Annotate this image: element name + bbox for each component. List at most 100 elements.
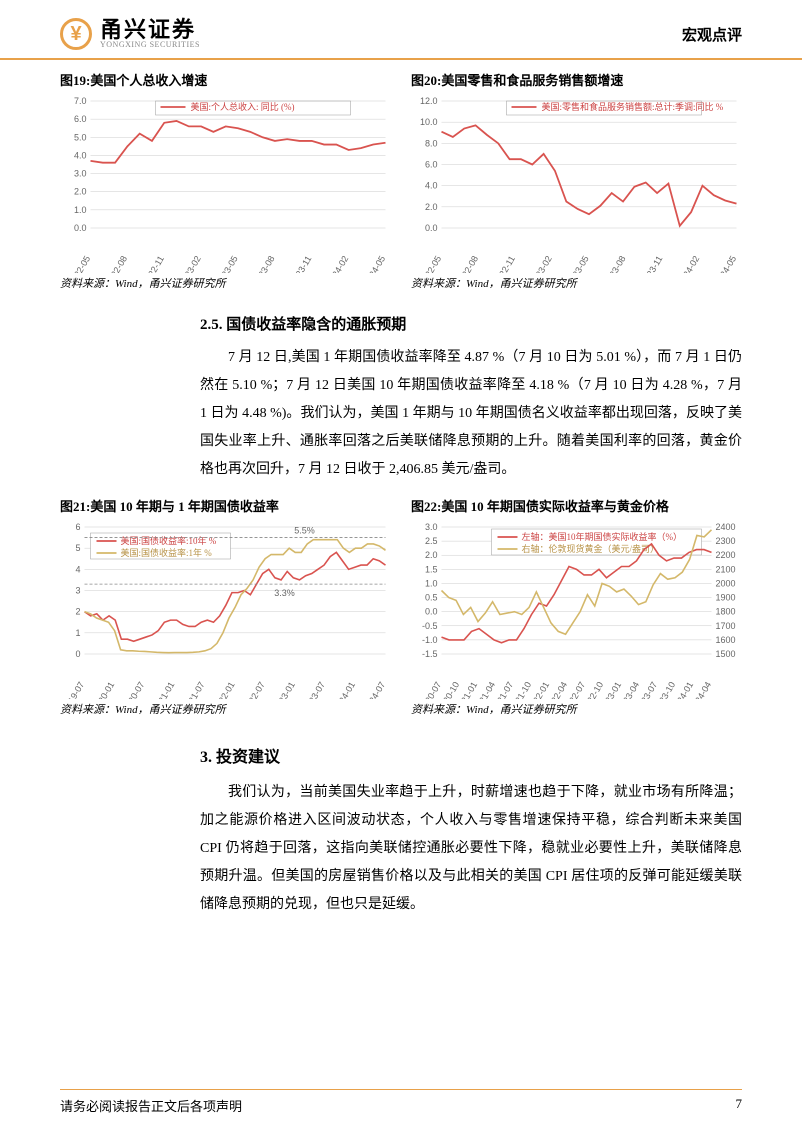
svg-text:1700: 1700 [716,621,736,631]
chart-row-2: 图21:美国 10 年期与 1 年期国债收益率 01234562019-0720… [60,496,742,727]
chart21: 01234562019-072020-012020-072021-012021-… [60,519,391,699]
svg-text:2023-07: 2023-07 [302,680,327,699]
svg-text:2022-11: 2022-11 [492,254,517,273]
chart22-title: 图22:美国 10 年期国债实际收益率与黄金价格 [411,496,742,515]
svg-text:2023-05: 2023-05 [215,254,240,273]
svg-text:-1.0: -1.0 [422,635,438,645]
page-header: ¥ 甬兴证券 YONGXING SECURITIES 宏观点评 [0,0,802,60]
svg-text:2022-07: 2022-07 [242,680,267,699]
svg-text:2024-01: 2024-01 [332,680,357,699]
svg-text:美国:个人总收入: 同比 (%): 美国:个人总收入: 同比 (%) [191,101,295,112]
chart20: 0.02.04.06.08.010.012.02022-052022-08202… [411,93,742,273]
svg-text:2023-11: 2023-11 [640,254,665,273]
svg-text:2.5: 2.5 [425,536,438,546]
svg-text:2023-08: 2023-08 [602,254,627,273]
svg-text:2020-07: 2020-07 [121,680,146,699]
svg-text:6.0: 6.0 [74,114,87,124]
svg-text:2024-07: 2024-07 [362,680,387,699]
svg-text:3.3%: 3.3% [274,588,295,598]
svg-text:2021-01: 2021-01 [151,680,176,699]
svg-text:2024-02: 2024-02 [325,254,350,273]
chart20-title: 图20:美国零售和食品服务销售额增速 [411,70,742,89]
chart21-source: 资料来源：Wind，甬兴证券研究所 [60,701,391,717]
svg-text:2020-01: 2020-01 [91,680,116,699]
chart21-title: 图21:美国 10 年期与 1 年期国债收益率 [60,496,391,515]
page-number: 7 [736,1096,743,1115]
chart19: 0.01.02.03.04.05.06.07.02022-052022-0820… [60,93,391,273]
svg-text:5: 5 [75,543,80,553]
svg-text:2400: 2400 [716,522,736,532]
svg-text:2023-02: 2023-02 [529,254,554,273]
svg-text:美国:国债收益率:10年 %: 美国:国债收益率:10年 % [121,535,217,546]
svg-text:2023-08: 2023-08 [251,254,276,273]
svg-text:2024-05: 2024-05 [713,254,738,273]
svg-text:2.0: 2.0 [425,550,438,560]
svg-text:1.0: 1.0 [425,578,438,588]
svg-text:0: 0 [75,649,80,659]
logo-cn: 甬兴证券 [100,19,200,41]
svg-text:6.0: 6.0 [425,160,438,170]
svg-text:3.0: 3.0 [425,522,438,532]
svg-text:5.0: 5.0 [74,132,87,142]
chart22-source: 资料来源：Wind，甬兴证券研究所 [411,701,742,717]
svg-text:2019-07: 2019-07 [61,680,86,699]
svg-text:2.0: 2.0 [74,187,87,197]
svg-text:5.5%: 5.5% [294,526,315,536]
svg-text:3: 3 [75,586,80,596]
svg-text:4.0: 4.0 [425,181,438,191]
svg-text:美国:零售和食品服务销售额:总计:季调:同比 %: 美国:零售和食品服务销售额:总计:季调:同比 % [542,101,724,112]
svg-text:1600: 1600 [716,635,736,645]
svg-text:1: 1 [75,628,80,638]
svg-text:2023-05: 2023-05 [566,254,591,273]
page-footer: 请务必阅读报告正文后各项声明 7 [60,1089,742,1115]
svg-text:2300: 2300 [716,536,736,546]
svg-text:2022-11: 2022-11 [141,254,166,273]
svg-text:左轴：美国10年期国债实际收益率（%）: 左轴：美国10年期国债实际收益率（%） [522,531,683,542]
svg-text:3.0: 3.0 [74,169,87,179]
svg-text:2: 2 [75,607,80,617]
svg-text:2022-08: 2022-08 [455,254,480,273]
svg-text:2022-05: 2022-05 [67,254,92,273]
svg-text:2023-11: 2023-11 [289,254,314,273]
svg-text:美国:国债收益率:1年 %: 美国:国债收益率:1年 % [121,547,213,558]
svg-text:4: 4 [75,564,80,574]
svg-text:2200: 2200 [716,550,736,560]
svg-text:1.0: 1.0 [74,205,87,215]
svg-text:4.0: 4.0 [74,150,87,160]
svg-text:1500: 1500 [716,649,736,659]
chart-row-1: 图19:美国个人总收入增速 0.0 1.0 2.0 3.0 4.0 5.0 6.0 7.0 20… [60,70,742,301]
svg-text:10.0: 10.0 [420,117,438,127]
svg-text:2023-02: 2023-02 [178,254,203,273]
header-category: 宏观点评 [682,24,742,45]
logo-icon: ¥ [60,18,92,50]
chart22: -1.5-1.0-0.50.00.51.01.52.02.53.01500160… [411,519,742,699]
chart19-title: 图19:美国个人总收入增速 [60,70,391,89]
section-3-para: 我们认为，当前美国失业率趋于上升，时薪增速也趋于下降，就业市场有所降温；加之能源… [200,779,742,919]
svg-text:0.0: 0.0 [425,607,438,617]
section-2-5-title: 2.5. 国债收益率隐含的通胀预期 [200,313,742,334]
svg-text:0.5: 0.5 [425,593,438,603]
svg-text:2022-01: 2022-01 [212,680,237,699]
svg-text:2020-07: 2020-07 [418,680,443,699]
svg-text:7.0: 7.0 [74,96,87,106]
svg-text:2100: 2100 [716,564,736,574]
footer-disclaimer: 请务必阅读报告正文后各项声明 [60,1096,242,1115]
svg-text:12.0: 12.0 [420,96,438,106]
svg-text:0.0: 0.0 [425,223,438,233]
svg-text:1800: 1800 [716,607,736,617]
chart19-source: 资料来源：Wind，甬兴证券研究所 [60,275,391,291]
svg-text:0.0: 0.0 [74,223,87,233]
svg-text:2021-07: 2021-07 [181,680,206,699]
svg-text:2022-05: 2022-05 [418,254,443,273]
svg-text:1.5: 1.5 [425,564,438,574]
svg-text:2024-02: 2024-02 [676,254,701,273]
section-3-title: 3. 投资建议 [200,743,742,767]
chart20-source: 资料来源：Wind，甬兴证券研究所 [411,275,742,291]
svg-text:-0.5: -0.5 [422,621,438,631]
svg-text:2024-05: 2024-05 [362,254,387,273]
svg-text:2.0: 2.0 [425,202,438,212]
svg-text:1900: 1900 [716,593,736,603]
logo-en: YONGXING SECURITIES [100,41,200,49]
svg-text:2023-01: 2023-01 [272,680,297,699]
svg-text:右轴：伦敦现货黄金（美元/盎司）: 右轴：伦敦现货黄金（美元/盎司） [522,543,660,554]
